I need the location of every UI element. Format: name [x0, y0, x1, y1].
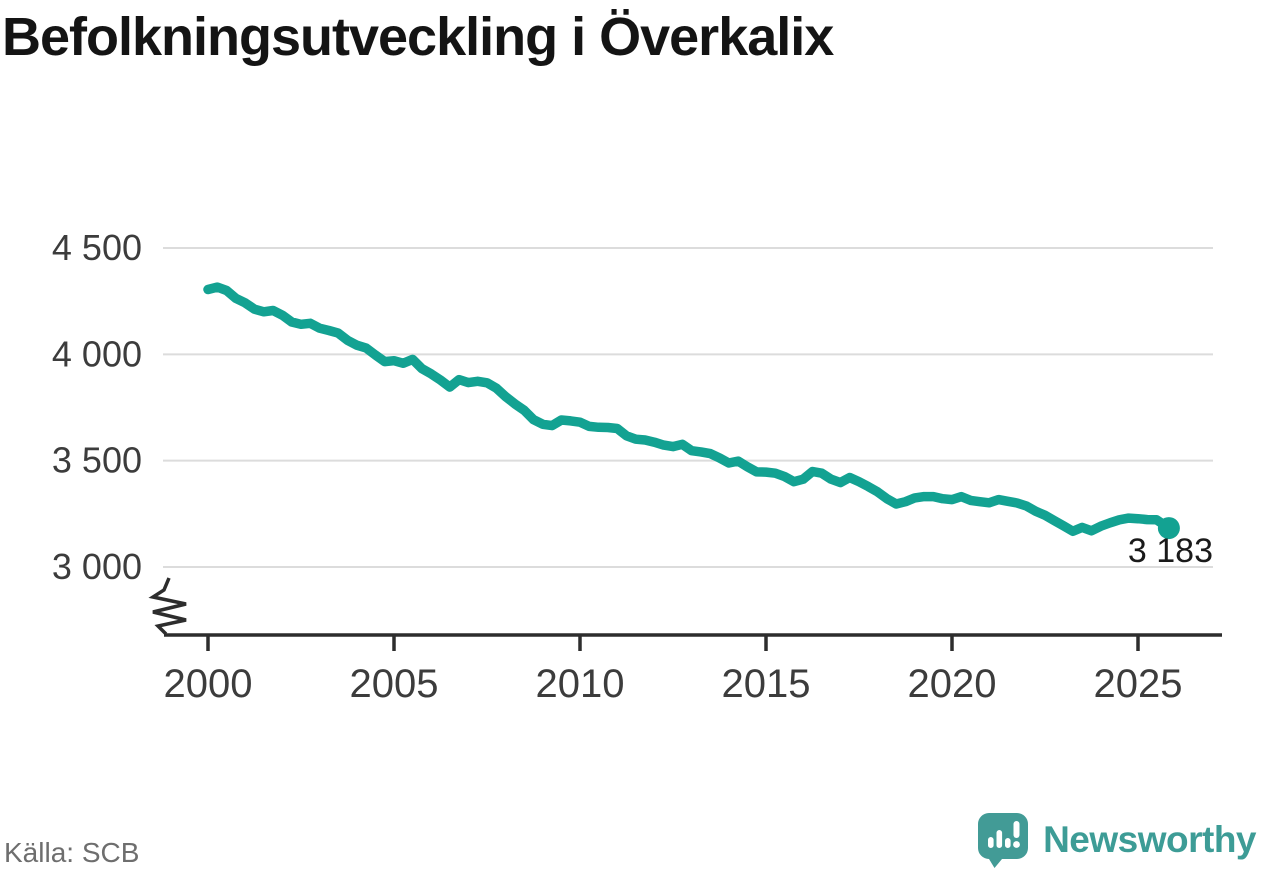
last-value-label: 3 183: [1128, 532, 1213, 570]
population-line: [203, 282, 1174, 537]
speech-bubble-shape: [978, 813, 1029, 868]
x-tick-label: 2010: [536, 662, 625, 706]
newsworthy-logo: Newsworthy: [976, 811, 1256, 869]
newsworthy-wordmark: Newsworthy: [1043, 819, 1256, 860]
x-tick-label: 2005: [350, 662, 439, 706]
y-tick-label: 3 000: [52, 546, 142, 587]
exclamation-bar: [1013, 821, 1020, 838]
y-axis-break-icon: [148, 577, 187, 636]
y-tick-label: 4 000: [52, 333, 142, 374]
source-label: Källa: SCB: [4, 837, 140, 868]
y-tick-label: 4 500: [52, 227, 142, 268]
x-tick-label: 2000: [164, 662, 253, 706]
x-tick-label: 2025: [1094, 662, 1183, 706]
bar-3: [1005, 838, 1011, 848]
y-tick-label: 3 500: [52, 440, 142, 481]
x-tick-label: 2015: [722, 662, 811, 706]
exclamation-dot: [1013, 841, 1020, 848]
page-title: Befolkningsutveckling i Överkalix: [2, 7, 834, 67]
bar-2: [996, 830, 1003, 848]
newsworthy-logo-icon: [978, 813, 1029, 868]
x-tick-label: 2020: [908, 662, 997, 706]
bar-1: [988, 837, 994, 848]
end-dot: [1157, 517, 1180, 540]
